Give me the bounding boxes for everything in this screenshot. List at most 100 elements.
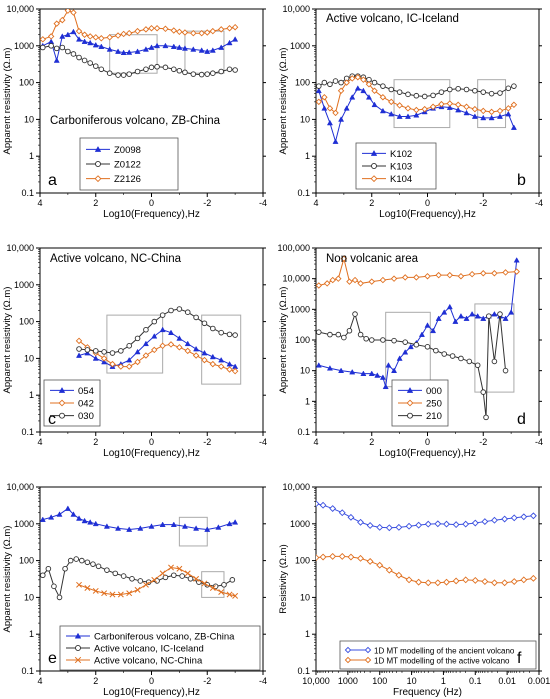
- y-tick-label: 10: [24, 353, 34, 363]
- data-point: [217, 26, 225, 33]
- data-point: [56, 594, 63, 601]
- series-1: [316, 500, 537, 532]
- highlight-box: [477, 79, 507, 129]
- data-point: [58, 399, 66, 407]
- data-point: [92, 587, 99, 594]
- x-tick-label: -2: [479, 437, 487, 447]
- panel-letter: e: [48, 650, 57, 667]
- y-axis-label: Apparent resistivity (Ω.m): [2, 287, 13, 394]
- x-tick-label: -4: [259, 198, 267, 208]
- data-point: [95, 563, 102, 570]
- data-point: [388, 86, 395, 93]
- x-tick-label: 0: [149, 198, 154, 208]
- data-point: [81, 517, 88, 524]
- data-point: [454, 101, 462, 108]
- panel-letter: f: [517, 650, 522, 667]
- data-point: [226, 520, 233, 527]
- data-point: [212, 583, 219, 590]
- data-point: [192, 352, 200, 359]
- data-point: [365, 81, 373, 88]
- data-point: [351, 276, 359, 284]
- data-point: [120, 49, 127, 56]
- data-point: [114, 32, 122, 39]
- data-point: [457, 313, 464, 319]
- data-point: [413, 112, 420, 118]
- series-2: [75, 337, 239, 375]
- x-axis-label: Log10(Frequency),Hz: [379, 209, 476, 220]
- data-point: [502, 315, 509, 321]
- x-tick-label: 2: [369, 198, 374, 208]
- data-point: [62, 565, 68, 572]
- data-point: [148, 523, 155, 529]
- plot-area: [316, 255, 520, 421]
- data-point: [449, 353, 456, 359]
- x-tick-label: 4: [37, 676, 42, 686]
- data-point: [365, 94, 372, 100]
- legend-label: K102: [390, 149, 412, 160]
- y-tick-label: 10,000: [282, 482, 310, 492]
- data-point: [316, 554, 320, 562]
- data-point: [106, 70, 113, 76]
- legend-item: K104: [362, 174, 412, 185]
- y-axis-label: Apparent resistivity (Ω.m): [2, 526, 13, 633]
- x-axis-label: Log10(Frequency),Hz: [103, 209, 200, 220]
- legend: Z0098 Z0122 Z2126: [79, 137, 179, 191]
- data-point: [70, 28, 77, 35]
- data-point: [424, 273, 431, 280]
- data-point: [179, 573, 185, 579]
- data-point: [463, 315, 470, 321]
- data-point: [385, 362, 392, 368]
- x-axis-label: Log10(Frequency),Hz: [379, 448, 476, 459]
- data-point: [87, 39, 94, 46]
- panel-c: 0.1 1 10 100 1000 10,000 4 2 0 -2 -4 Log10(Frequenc…: [2, 243, 267, 459]
- legend-label: 054: [78, 386, 94, 397]
- data-point: [74, 632, 82, 639]
- data-point: [151, 333, 158, 339]
- data-point: [218, 356, 225, 363]
- data-point: [441, 351, 448, 357]
- data-point: [168, 564, 174, 571]
- data-point: [92, 348, 99, 354]
- data-point: [170, 521, 177, 527]
- data-point: [357, 280, 364, 287]
- data-point: [513, 268, 520, 275]
- data-point: [151, 318, 158, 325]
- data-point: [106, 46, 113, 52]
- data-point: [190, 46, 197, 52]
- data-point: [209, 360, 217, 368]
- data-point: [117, 363, 125, 370]
- data-point: [47, 33, 55, 40]
- data-point: [218, 44, 225, 50]
- legend-item: 042: [50, 399, 94, 410]
- y-axis-label: Apparent resistivity (Ω.m): [278, 48, 289, 155]
- data-point: [218, 68, 224, 75]
- data-point: [341, 334, 347, 341]
- data-point: [349, 75, 356, 82]
- data-point: [368, 278, 375, 285]
- data-point: [332, 138, 339, 144]
- data-point: [413, 341, 420, 348]
- plot-area: [40, 505, 239, 601]
- plot-area: [40, 9, 239, 78]
- data-point: [94, 175, 102, 183]
- data-point: [218, 329, 224, 336]
- data-point: [204, 71, 211, 77]
- data-point: [87, 60, 93, 66]
- data-point: [101, 358, 108, 365]
- data-point: [162, 574, 169, 581]
- data-point: [201, 580, 208, 587]
- data-point: [370, 150, 378, 156]
- data-point: [232, 67, 238, 73]
- data-point: [327, 331, 333, 338]
- data-point: [395, 523, 403, 531]
- data-point: [496, 113, 503, 119]
- y-tick-label: 100,000: [277, 243, 310, 253]
- data-point: [232, 36, 239, 42]
- x-tick-label: -4: [259, 676, 267, 686]
- data-point: [406, 387, 414, 393]
- data-point: [106, 34, 113, 41]
- data-point: [148, 64, 155, 71]
- data-point: [94, 146, 102, 152]
- series-line: [318, 87, 515, 144]
